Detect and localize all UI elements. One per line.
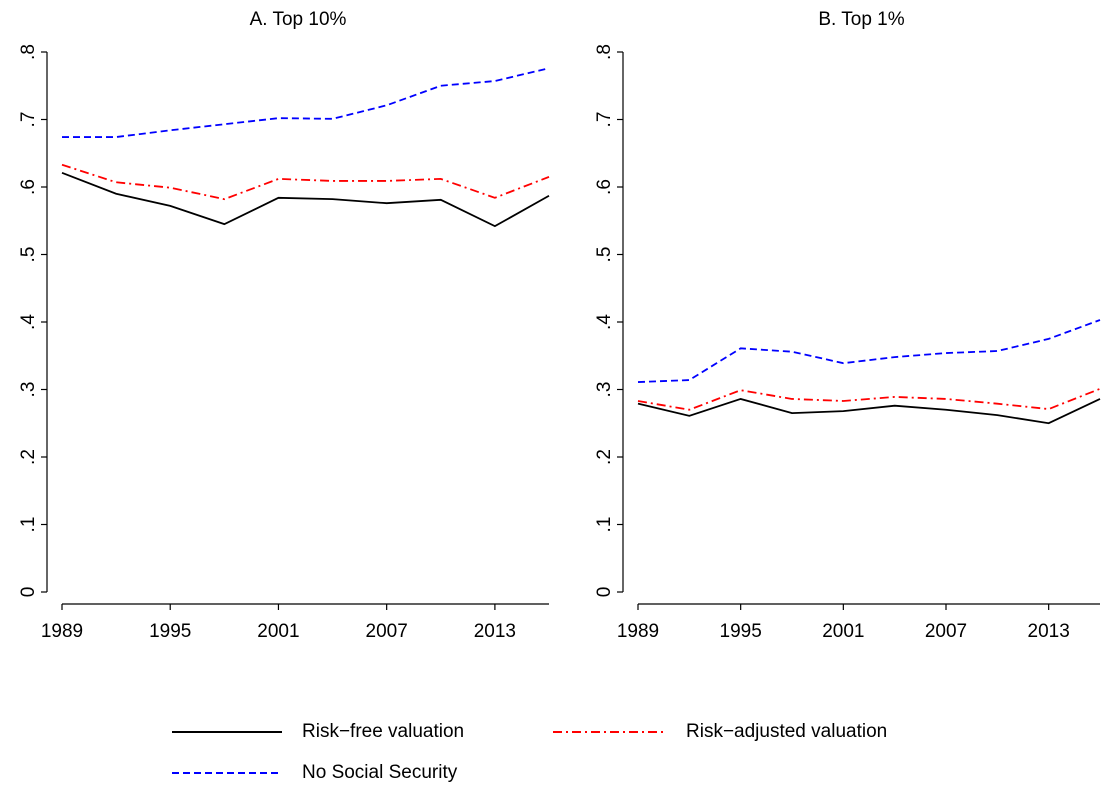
- y-tick-label: .4: [594, 314, 615, 330]
- x-tick-label: 2013: [1028, 621, 1070, 642]
- chart-title: B. Top 1%: [818, 9, 904, 30]
- x-tick-label: 2013: [474, 621, 516, 642]
- data-line: [61, 171, 550, 228]
- y-tick-label: .7: [594, 112, 615, 128]
- y-tick-label: .2: [594, 449, 615, 465]
- x-tick-label: 2007: [366, 621, 408, 642]
- x-tick-label: 2001: [257, 621, 299, 642]
- y-tick-label: .3: [594, 382, 615, 398]
- legend-label: No Social Security: [302, 762, 458, 783]
- legend-label: Risk−free valuation: [302, 721, 464, 742]
- y-tick-label: .3: [18, 382, 39, 398]
- y-tick-label: .2: [18, 449, 39, 465]
- x-tick-label: 1989: [41, 621, 83, 642]
- data-line: [62, 67, 550, 138]
- legend-label: Risk−adjusted valuation: [686, 721, 887, 742]
- y-tick-label: .8: [594, 44, 615, 60]
- y-tick-label: .1: [18, 517, 39, 533]
- y-tick-label: 0: [18, 587, 39, 598]
- y-tick-label: .7: [18, 112, 39, 128]
- y-tick-label: 0: [594, 587, 615, 598]
- x-tick-label: 2007: [925, 621, 967, 642]
- y-tick-label: .5: [594, 247, 615, 263]
- data-line: [637, 319, 1101, 383]
- x-tick-label: 1989: [617, 621, 659, 642]
- y-tick-label: .6: [18, 179, 39, 195]
- y-tick-label: .6: [594, 179, 615, 195]
- y-tick-label: .4: [18, 314, 39, 330]
- data-line: [637, 398, 1101, 425]
- x-tick-label: 2001: [822, 621, 864, 642]
- data-line: [637, 387, 1101, 411]
- x-tick-label: 1995: [720, 621, 762, 642]
- y-tick-label: .8: [18, 44, 39, 60]
- x-tick-label: 1995: [149, 621, 191, 642]
- y-tick-label: .1: [594, 517, 615, 533]
- chart-title: A. Top 10%: [250, 9, 347, 30]
- y-tick-label: .5: [18, 247, 39, 263]
- data-line: [61, 163, 550, 201]
